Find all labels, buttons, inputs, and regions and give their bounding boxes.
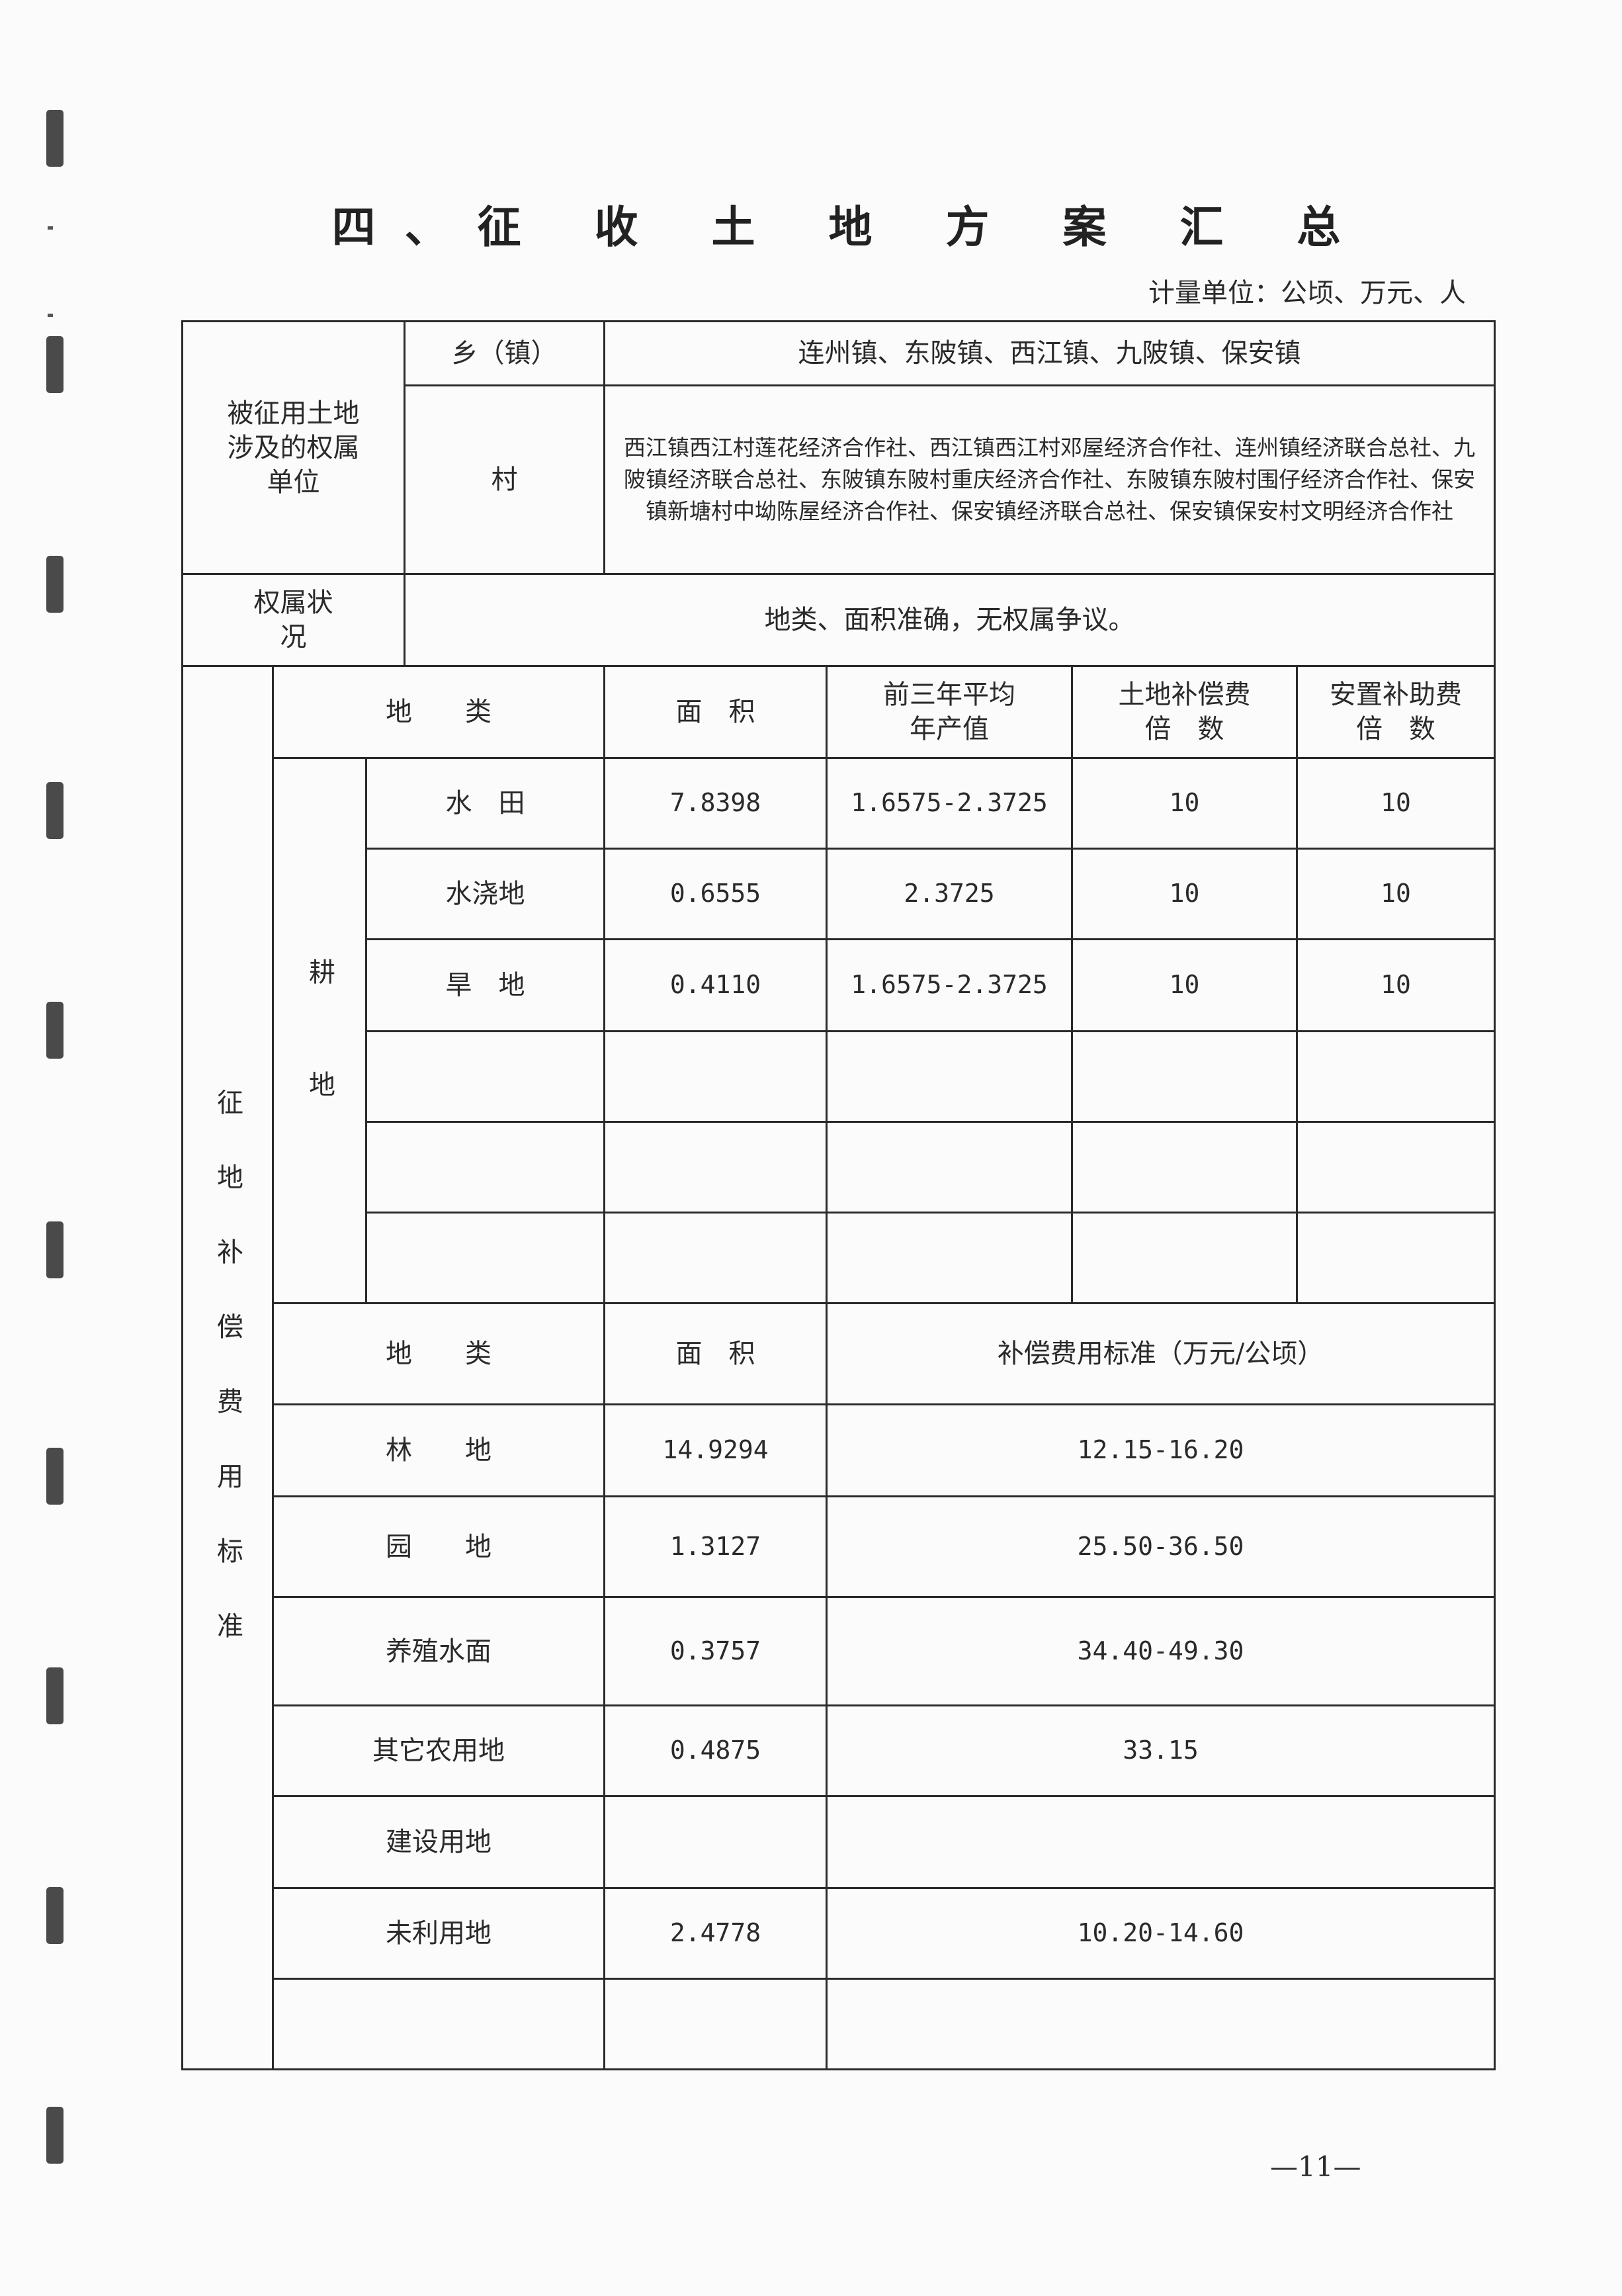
page-title: 四、征 收 土 地 方 案 汇 总	[331, 201, 1370, 253]
land-multiple: 10	[1071, 848, 1299, 940]
header-resettle-multiple: 安置补助费倍 数	[1296, 665, 1496, 759]
area: 0.4875	[603, 1704, 828, 1797]
unit-note: 计量单位：公顷、万元、人	[1148, 278, 1466, 308]
area: 2.4778	[603, 1887, 828, 1980]
binder-hole	[46, 556, 64, 613]
resettle-multiple	[1296, 1030, 1496, 1123]
standard	[826, 1978, 1496, 2070]
binder-hole	[46, 2107, 64, 2164]
binder-hole	[46, 110, 64, 167]
land-type	[364, 1030, 606, 1123]
resettle-multiple: 10	[1296, 757, 1496, 850]
land-type	[364, 1121, 606, 1214]
avg-output	[826, 1121, 1074, 1214]
land-multiple: 10	[1071, 757, 1299, 850]
resettle-multiple	[1296, 1121, 1496, 1214]
area: 7.8398	[603, 757, 828, 850]
land-type: 其它农用地	[271, 1704, 606, 1797]
cultivated-label: 耕地	[272, 757, 367, 1304]
standard: 10.20-14.60	[826, 1887, 1496, 1980]
land-multiple	[1071, 1212, 1299, 1304]
status-value: 地类、面积准确，无权属争议。	[404, 573, 1496, 667]
area	[603, 1212, 828, 1304]
village-label: 村	[404, 384, 606, 575]
standard: 33.15	[826, 1704, 1496, 1797]
page-number: —11—	[1270, 2150, 1361, 2183]
binder-hole	[46, 1221, 64, 1278]
resettle-multiple: 10	[1296, 938, 1496, 1032]
area	[603, 1978, 828, 2070]
land-type: 养殖水面	[271, 1596, 606, 1706]
avg-output: 1.6575-2.3725	[826, 757, 1074, 850]
avg-output: 2.3725	[826, 848, 1074, 940]
area	[603, 1030, 828, 1123]
area: 1.3127	[603, 1495, 828, 1598]
land-type: 未利用地	[271, 1887, 606, 1980]
land-type	[271, 1978, 606, 2070]
status-label: 权属状况	[181, 573, 406, 667]
avg-output: 1.6575-2.3725	[826, 938, 1074, 1032]
land-type: 旱 地	[364, 938, 606, 1032]
area: 0.4110	[603, 938, 828, 1032]
avg-output	[826, 1030, 1074, 1123]
land-multiple	[1071, 1121, 1299, 1214]
standard: 34.40-49.30	[826, 1596, 1496, 1706]
area	[603, 1795, 828, 1889]
land-type: 林 地	[271, 1403, 606, 1497]
binder-hole	[46, 1448, 64, 1505]
township-value: 连州镇、东陂镇、西江镇、九陂镇、保安镇	[603, 320, 1496, 386]
land-multiple	[1071, 1030, 1299, 1123]
header-area: 面 积	[603, 665, 828, 759]
area	[603, 1121, 828, 1214]
land-type: 水浇地	[364, 848, 606, 940]
header-area: 面 积	[603, 1302, 828, 1405]
land-acquisition-summary-table: 被征用土地涉及的权属单位 乡（镇） 连州镇、东陂镇、西江镇、九陂镇、保安镇 村 …	[181, 320, 1496, 2070]
binder-hole	[46, 1887, 64, 1944]
area: 14.9294	[603, 1403, 828, 1497]
binder-hole	[46, 1002, 64, 1059]
resettle-multiple	[1296, 1212, 1496, 1304]
township-label: 乡（镇）	[404, 320, 606, 386]
binder-hole	[46, 1667, 64, 1724]
land-type: 园 地	[271, 1495, 606, 1598]
header-land-multiple: 土地补偿费倍 数	[1071, 665, 1299, 759]
header-land-type: 地 类	[271, 665, 606, 759]
village-value: 西江镇西江村莲花经济合作社、西江镇西江村邓屋经济合作社、连州镇经济联合总社、九陂…	[603, 384, 1496, 575]
standard: 12.15-16.20	[826, 1403, 1496, 1497]
resettle-multiple: 10	[1296, 848, 1496, 940]
header-avg-output: 前三年平均年产值	[826, 665, 1074, 759]
header-standard: 补偿费用标准（万元/公顷）	[826, 1302, 1496, 1405]
area: 0.3757	[603, 1596, 828, 1706]
land-type: 建设用地	[271, 1795, 606, 1889]
land-multiple: 10	[1071, 938, 1299, 1032]
compensation-label: 征地补偿费用标准	[181, 665, 274, 2070]
binder-dot	[48, 226, 53, 230]
standard	[826, 1795, 1496, 1889]
area: 0.6555	[603, 848, 828, 940]
ownership-label: 被征用土地涉及的权属单位	[181, 320, 406, 575]
binder-dot	[48, 314, 53, 317]
header-land-type: 地 类	[271, 1302, 606, 1405]
avg-output	[826, 1212, 1074, 1304]
land-type	[364, 1212, 606, 1304]
binder-hole	[46, 782, 64, 839]
land-type: 水 田	[364, 757, 606, 850]
standard: 25.50-36.50	[826, 1495, 1496, 1598]
binder-hole	[46, 336, 64, 393]
